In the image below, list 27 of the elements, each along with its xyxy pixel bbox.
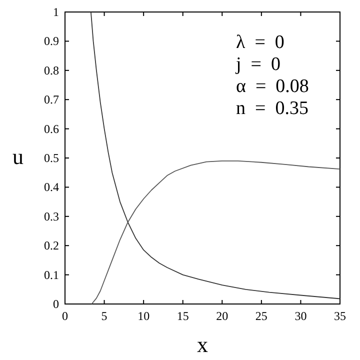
annotation: α = 0.08: [236, 76, 309, 97]
y-tick-label: 1: [53, 5, 59, 19]
y-tick-label: 0.7: [44, 92, 59, 107]
x-tick-label: 15: [176, 309, 189, 323]
x-tick-label: 0: [62, 309, 68, 323]
y-axis-title: u: [12, 144, 24, 169]
line-series: [91, 160, 340, 304]
x-tick-label: 30: [294, 309, 307, 323]
annotation: λ = 0: [236, 32, 284, 53]
y-tick-label: 0.5: [44, 151, 59, 165]
x-tick-label: 25: [255, 309, 268, 323]
y-tick-label: 0.8: [44, 63, 59, 78]
x-axis-title: x: [197, 332, 208, 357]
line-series: [90, 12, 340, 300]
y-tick-label: 0.3: [44, 209, 59, 224]
x-tick-label: 20: [216, 309, 228, 323]
y-tick-label: 0.6: [44, 122, 59, 136]
x-tick-label: 35: [334, 309, 346, 323]
y-tick-label: 0.2: [44, 238, 59, 253]
x-tick-label: 5: [101, 309, 108, 323]
y-tick-label: 0.1: [44, 268, 59, 282]
y-tick-label: 0.9: [44, 34, 59, 48]
y-tick-label: 0.4: [44, 180, 59, 194]
y-tick-label: 0: [53, 297, 59, 311]
annotation: n = 0.35: [236, 98, 308, 119]
x-tick-label: 10: [138, 309, 150, 323]
annotation: j = 0: [235, 54, 280, 75]
